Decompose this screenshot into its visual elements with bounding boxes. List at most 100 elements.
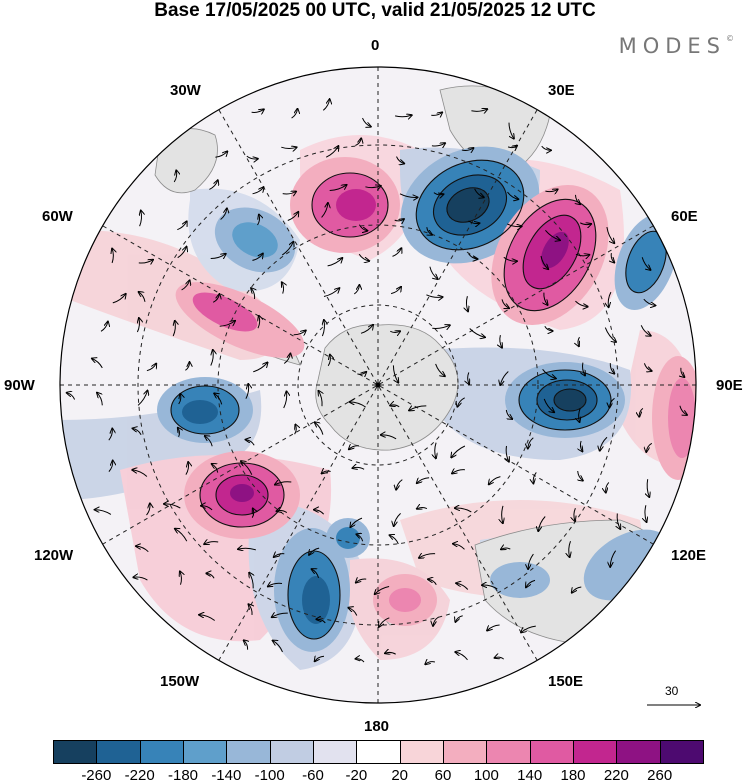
wind-vector-arrow [214,393,223,405]
wind-vector-arrow [419,554,436,558]
lon-label-60e: 60E [671,208,698,225]
colorbar-tick-label: -220 [124,767,155,784]
wind-vector-arrow [643,363,651,371]
wind-vector-arrow [433,192,444,195]
wind-vector-arrow [542,368,556,378]
wind-vector-arrow [606,482,610,492]
colorbar-tick-label: 140 [517,767,543,784]
wind-vector-arrow [108,429,113,441]
wind-vector-arrow [257,215,260,226]
wind-vector-arrow [574,508,575,521]
colorbar-swatch [96,740,141,764]
wind-vector-arrow [327,355,330,367]
lon-label-30w: 30W [170,82,201,99]
wind-vector-arrow [579,223,591,225]
wind-vector-arrow [287,212,299,221]
wind-vector-arrow [379,617,390,627]
wind-vector-arrow [435,363,445,376]
wind-vector-arrow [132,470,148,477]
wind-vector-arrow [533,472,537,483]
wind-vector-arrow [575,300,587,307]
wind-vector-arrow [137,318,139,333]
wind-vector-arrow [173,321,175,337]
wind-vector-arrow [199,615,216,621]
wind-vector-arrow [322,99,329,111]
colorbar-tick-label: 60 [434,767,452,784]
wind-vector-arrow [390,405,400,408]
wind-vector-arrow [185,362,189,371]
wind-vector-arrow [356,659,365,663]
wind-vector-arrow [108,461,113,472]
wind-vector-arrow [315,656,325,661]
lon-label-0: 0 [371,37,380,54]
wind-vector-arrow [272,613,288,617]
lon-label-90e: 90E [716,377,743,394]
wind-vector-arrow [544,292,548,305]
wind-vector-arrow [206,573,215,579]
wind-vector-arrow [487,624,500,631]
wind-vector-arrow [322,471,331,473]
wind-vector-arrow [507,191,519,199]
colorbar-tick-label: 180 [560,767,586,784]
wind-vector-arrow [427,227,432,235]
wind-vector-arrow [258,316,260,329]
wind-vector-arrow [468,220,480,224]
wind-vector-arrow [409,406,427,411]
wind-vector-arrow [360,325,373,334]
lon-label-30e: 30E [548,82,575,99]
colorbar-swatch [139,740,184,764]
lon-label-60w: 60W [42,208,73,225]
wind-vector-arrow [541,145,551,150]
wind-vector-arrow [95,510,112,515]
wind-vector-arrow [507,223,521,227]
wind-vector-arrow [353,467,365,469]
wind-vector-arrow [501,299,509,308]
colorbar-swatch [53,740,98,764]
wind-vector-arrow [249,573,253,589]
colorbar-swatch [226,740,271,764]
map-disc [60,67,696,703]
wind-vector-arrow [281,242,293,256]
wind-vector-arrow [282,192,296,195]
colorbar-swatch [356,740,401,764]
wind-vector-arrow [390,287,401,295]
positive-anomaly-south-pacific [184,451,300,539]
wind-vector-arrow [452,470,465,474]
wind-vector-arrow [500,371,509,386]
wind-vector-arrow [456,583,469,590]
wind-vector-arrow [358,224,367,231]
reference-vector-value: 30 [665,684,679,698]
wind-vector-arrow [220,208,227,220]
wind-vector-arrow [482,585,498,590]
wind-vector-arrow [112,249,113,264]
wind-vector-arrow [468,253,478,259]
wind-vector-arrow [604,327,616,342]
colorbar-tick-label: -20 [345,767,368,784]
wind-vector-arrow [528,553,534,569]
wind-vector-arrow [362,117,371,127]
wind-vector-arrow [569,541,571,557]
colorbar-swatch [443,740,488,764]
wind-vector-arrow [355,138,361,146]
lon-label-150w: 150W [160,673,200,690]
wind-vector-arrow [432,325,450,328]
wind-vector-arrow [246,440,255,446]
wind-vector-arrow [455,508,472,513]
wind-vector-arrow [246,155,258,159]
wind-vector-arrow [426,294,442,298]
wind-vector-arrow [133,428,142,435]
wind-vector-arrow [268,583,283,586]
wind-vector-arrow [489,476,501,485]
wind-vector-arrow [578,336,580,346]
colorbar-tick-label: -180 [167,767,199,784]
wind-vector-arrow [350,517,363,527]
wind-vector-arrow [322,320,324,337]
wind-vector-arrow [365,186,380,188]
map-border [59,66,697,704]
wind-vector-arrow [455,615,463,622]
wind-vector-arrow [312,569,319,579]
colorbar-tick-label: 20 [391,767,408,784]
wind-vector-arrow [506,445,509,462]
colorbar-swatch [313,740,358,764]
